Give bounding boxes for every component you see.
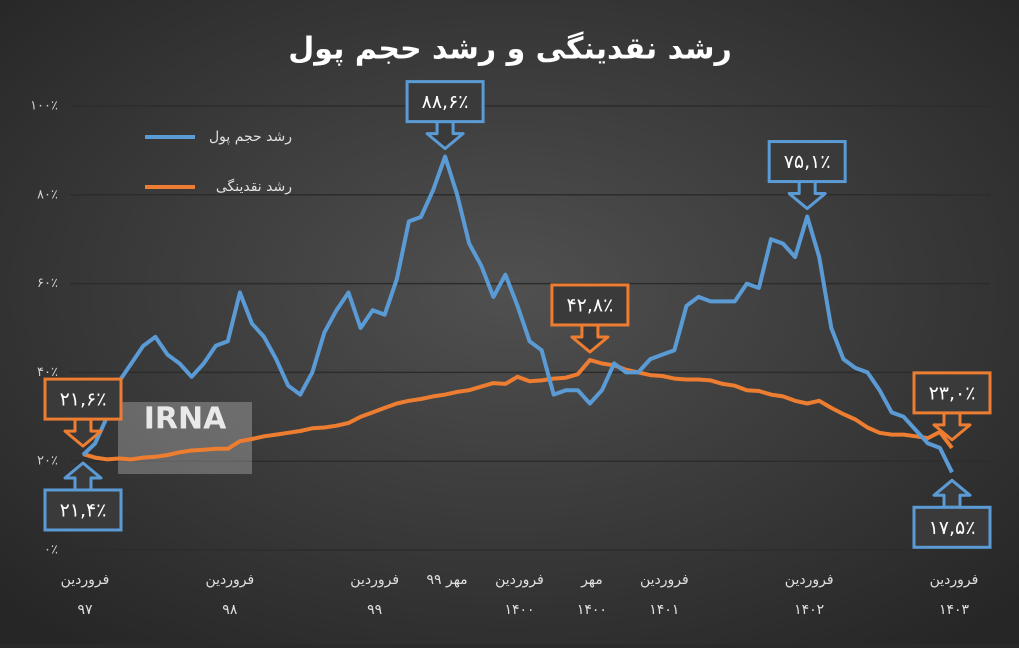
callout-box [43, 488, 123, 532]
data-label: ۴۲,۸٪ [566, 294, 613, 316]
callout-box [43, 377, 123, 421]
callout-arrow [63, 417, 103, 448]
x-tick-label: فروردین ۱۴۰۲ [785, 572, 834, 618]
chart-title: رشد نقدینگی و رشد حجم پول [288, 31, 731, 67]
data-label: ۷۵,۱٪ [784, 151, 831, 173]
data-label: ۲۳,۰٪ [929, 382, 976, 404]
x-tick-label: فروردین ۱۴۰۱ [640, 572, 689, 618]
callout-arrow [787, 180, 827, 211]
y-tick-label: ۱۰۰٪ [30, 99, 58, 114]
x-tick-label: فروردین ۱۴۰۳ [930, 572, 979, 618]
data-label: ۱۷,۵٪ [929, 517, 976, 539]
data-label: ۸۸,۶٪ [422, 91, 469, 113]
callout-box [912, 505, 992, 549]
legend-label: رشد نقدینگی [216, 178, 292, 195]
legend-label: رشد حجم پول [209, 129, 292, 145]
callout-box [912, 371, 992, 415]
callout-box [550, 283, 630, 327]
y-tick-label: ۶۰٪ [37, 276, 58, 291]
x-tick-label: فروردین ۱۴۰۰ [495, 572, 544, 618]
line [81, 154, 954, 474]
callout-arrow [63, 461, 103, 492]
watermark: IRNA [144, 402, 227, 437]
data-label: ۲۱,۴٪ [60, 499, 107, 521]
y-tick-label: ۴۰٪ [37, 365, 58, 380]
x-tick-label: فروردین ۹۹ [350, 572, 399, 618]
callout-arrow [932, 411, 972, 442]
callout-arrow [425, 120, 465, 151]
y-tick-label: ۸۰٪ [37, 187, 58, 202]
x-tick-label: مهر ۱۴۰۰ [577, 572, 607, 618]
y-tick-label: ۰٪ [44, 543, 58, 558]
data-label: ۲۱,۶٪ [60, 389, 107, 411]
callout-box [405, 80, 485, 124]
callout-arrow [570, 323, 610, 354]
watermark-box [118, 402, 252, 474]
x-tick-label: فروردین ۹۷ [61, 572, 110, 618]
line [82, 358, 954, 462]
x-tick-label: فروردین ۹۸ [205, 572, 254, 618]
callout-arrow [932, 478, 972, 509]
x-tick-label: مهر ۹۹ [426, 572, 467, 588]
callout-box [767, 140, 847, 184]
y-tick-label: ۲۰٪ [37, 454, 58, 469]
